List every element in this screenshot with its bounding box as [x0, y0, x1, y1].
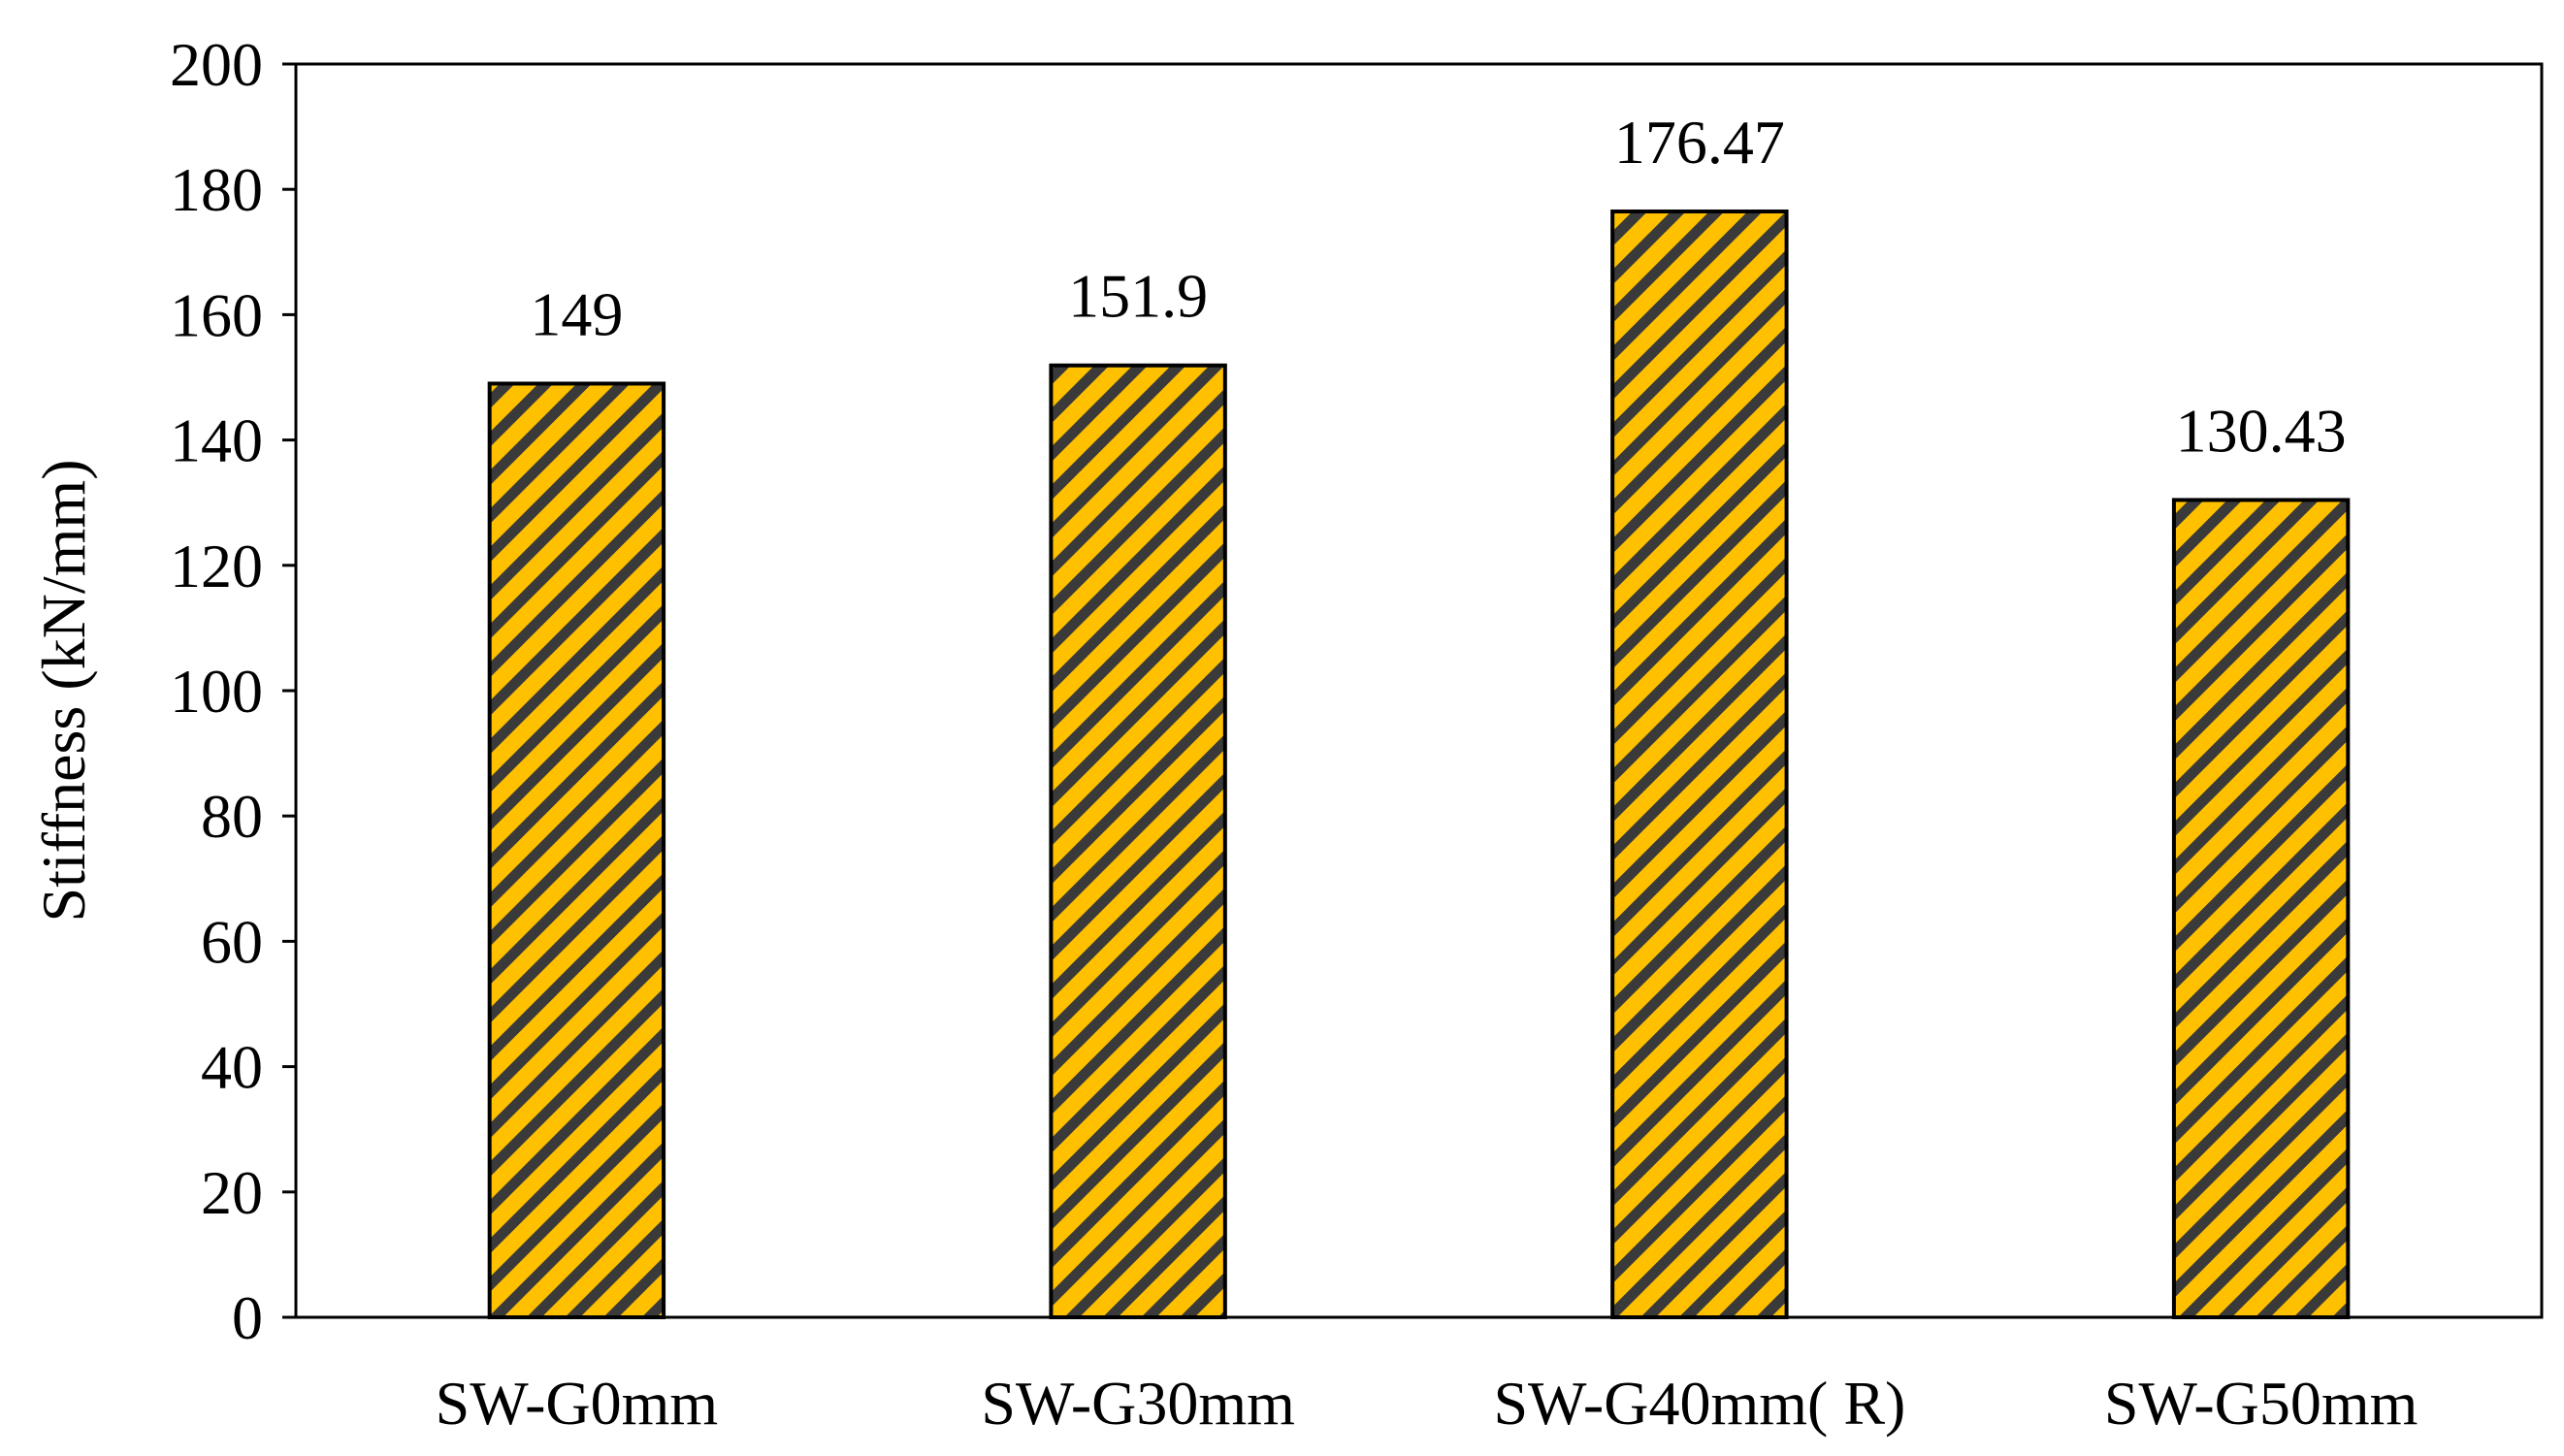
x-axis: SW-G0mm SW-G30mm SW-G40mm( R) SW-G50mm	[436, 1369, 2418, 1438]
y-tick-label: 160	[170, 280, 263, 349]
data-label-2: 151.9	[1068, 262, 1208, 331]
y-axis: 0 20 40 60 80 100 120 140 160 180 200	[170, 30, 296, 1352]
x-category-label-2: SW-G30mm	[981, 1369, 1295, 1438]
y-tick-label: 100	[170, 657, 263, 726]
x-category-label-4: SW-G50mm	[2104, 1369, 2418, 1438]
data-labels-group: 149 151.9 176.47 130.43	[530, 108, 2346, 465]
y-tick-label: 0	[232, 1283, 263, 1352]
bar-3	[1610, 210, 1789, 1320]
y-tick-label: 40	[201, 1033, 263, 1102]
y-tick-label: 80	[201, 782, 263, 851]
y-tick-label: 200	[170, 30, 263, 99]
x-category-label-1: SW-G0mm	[436, 1369, 719, 1438]
y-tick-label: 120	[170, 532, 263, 600]
y-axis-title: Stiffness (kN/mm)	[29, 459, 98, 922]
y-tick-label: 180	[170, 155, 263, 224]
bar-4	[2171, 498, 2351, 1319]
bar-2	[1049, 363, 1227, 1319]
x-category-label-3: SW-G40mm( R)	[1493, 1369, 1905, 1438]
y-tick-label: 60	[201, 907, 263, 976]
data-label-3: 176.47	[1614, 108, 1785, 177]
data-label-4: 130.43	[2176, 396, 2347, 465]
y-tick-label: 20	[201, 1158, 263, 1227]
y-tick-label: 140	[170, 406, 263, 475]
data-label-1: 149	[530, 279, 623, 348]
bars-group	[487, 210, 2351, 1320]
bar-1	[487, 381, 666, 1319]
